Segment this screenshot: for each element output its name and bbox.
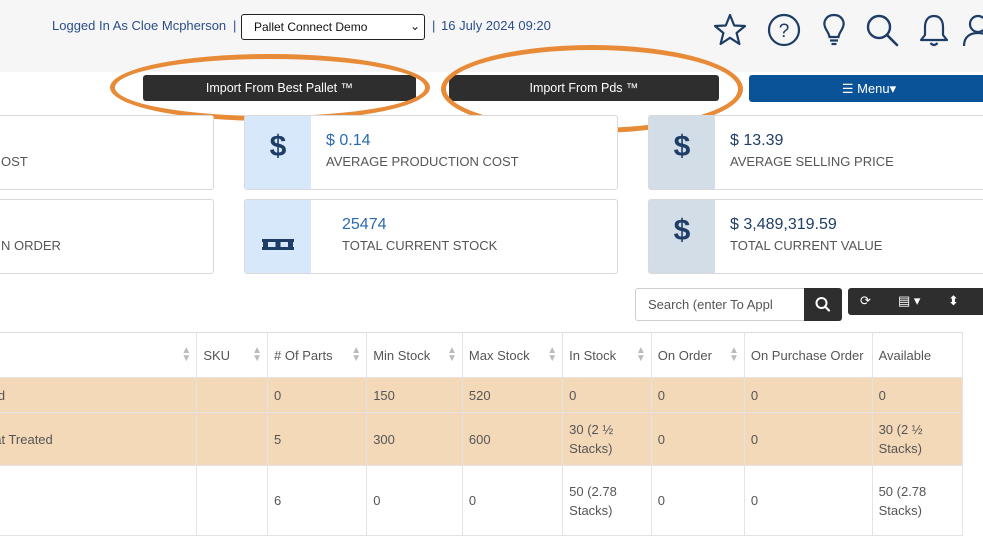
- datetime: 16 July 2024 09:20: [441, 18, 551, 33]
- table-cell: 30 (2 ½ Stacks): [562, 412, 652, 466]
- bell-icon[interactable]: [916, 12, 952, 48]
- stat-label: AVERAGE PRODUCTION COST: [326, 154, 519, 169]
- stat-value: $ 0.14: [326, 132, 371, 149]
- lightbulb-icon[interactable]: [816, 12, 852, 48]
- table-row[interactable]: eat Treated 5 300 600 30 (2 ½ Stacks) 0 …: [0, 412, 964, 466]
- user-icon[interactable]: [960, 12, 983, 48]
- table-cell: 0: [743, 377, 873, 413]
- table-cell: 520: [461, 377, 564, 413]
- table-cell: 300: [366, 412, 463, 466]
- table-cell: 0: [650, 377, 745, 413]
- column-header[interactable]: ▲ ▼: [0, 332, 198, 378]
- column-header-max-stock[interactable]: Max Stock ▲ ▼: [461, 332, 564, 378]
- dollar-icon: $: [649, 116, 715, 189]
- table-cell: [196, 377, 269, 413]
- separator: |: [432, 18, 436, 33]
- stock-table: ▲ ▼ SKU ▲ ▼ # Of Parts ▲ ▼ Min Stock ▲ ▼ Max St…: [0, 332, 964, 536]
- column-header-parts[interactable]: # Of Parts ▲ ▼: [267, 332, 368, 378]
- sort-icon: ▲ ▼: [447, 345, 457, 364]
- table-cell: [0, 465, 198, 536]
- chevron-down-icon: ⌄: [409, 19, 420, 33]
- stat-value: $ 13.39: [730, 132, 784, 149]
- table-cell: 0: [461, 465, 564, 536]
- stat-card: N ORDER: [0, 199, 214, 274]
- sort-icon[interactable]: ⬍: [948, 293, 959, 308]
- table-row[interactable]: 6 0 0 50 (2.78 Stacks) 0 0 50 (2.78 Stac…: [0, 465, 964, 536]
- stat-card-total-current-stock: 25474 TOTAL CURRENT STOCK: [244, 199, 618, 274]
- stat-label: AVERAGE SELLING PRICE: [730, 154, 894, 169]
- table-cell: [196, 465, 269, 536]
- table-cell: 0: [267, 377, 368, 413]
- company-select[interactable]: Pallet Connect Demo ⌄: [241, 14, 425, 40]
- sort-icon: ▲ ▼: [181, 345, 192, 364]
- table-cell: 0: [743, 412, 873, 466]
- logged-in-text: Logged In As Cloe Mcpherson: [52, 18, 227, 33]
- stat-label: N ORDER: [1, 238, 61, 253]
- table-cell: 0: [562, 377, 652, 413]
- column-header-on-purchase-order[interactable]: On Purchase Order: [743, 332, 873, 378]
- search-input[interactable]: Search (enter To Appl: [635, 288, 805, 321]
- sort-icon: ▲ ▼: [547, 345, 558, 364]
- table-cell: 0: [650, 412, 745, 466]
- svg-text:?: ?: [779, 21, 790, 42]
- dollar-icon: $: [245, 116, 311, 189]
- stat-label: OST: [1, 154, 28, 169]
- stat-value: 25474: [342, 216, 387, 233]
- table-cell: 0: [650, 465, 745, 536]
- table-toolbar: ⟳ ▤ ▾ ⬍: [848, 288, 983, 315]
- sort-icon: ▲ ▼: [351, 345, 362, 364]
- table-cell: 150: [366, 377, 463, 413]
- menu-button[interactable]: ☰ Menu▾: [749, 75, 983, 102]
- company-select-value: Pallet Connect Demo: [254, 20, 368, 34]
- column-header-sku[interactable]: SKU ▲ ▼: [196, 332, 269, 378]
- table-cell: 5: [267, 412, 368, 466]
- stat-card: OST: [0, 115, 214, 190]
- stat-label: TOTAL CURRENT VALUE: [730, 238, 883, 253]
- stat-label: TOTAL CURRENT STOCK: [342, 238, 498, 253]
- table-cell: 0: [743, 465, 873, 536]
- table-cell: 30 (2 ½ Stacks): [871, 412, 964, 466]
- refresh-icon[interactable]: ⟳: [860, 293, 871, 308]
- search-icon[interactable]: [864, 12, 900, 48]
- help-icon[interactable]: ?: [766, 12, 802, 48]
- table-cell: ted: [0, 377, 198, 413]
- pallet-icon: [245, 200, 311, 273]
- table-cell: [196, 412, 269, 466]
- table-header-row: ▲ ▼ SKU ▲ ▼ # Of Parts ▲ ▼ Min Stock ▲ ▼ Max St…: [0, 332, 964, 378]
- column-header-min-stock[interactable]: Min Stock ▲ ▼: [366, 332, 463, 378]
- column-header-on-order[interactable]: On Order ▲ ▼: [650, 332, 745, 378]
- table-row[interactable]: ted 0 150 520 0 0 0 0: [0, 377, 964, 413]
- stat-card-avg-selling-price: $ $ 13.39 AVERAGE SELLING PRICE: [648, 115, 983, 190]
- columns-icon[interactable]: ▤ ▾: [898, 293, 921, 308]
- table-cell: 50 (2.78 Stacks): [871, 465, 964, 536]
- search-icon: [815, 297, 831, 312]
- column-header-available[interactable]: Available: [871, 332, 964, 378]
- annotation-oval: [110, 54, 430, 121]
- stat-card-avg-production-cost: $ $ 0.14 AVERAGE PRODUCTION COST: [244, 115, 618, 190]
- table-cell: eat Treated: [0, 412, 198, 466]
- table-cell: 50 (2.78 Stacks): [562, 465, 652, 536]
- sort-icon: ▲ ▼: [635, 345, 646, 364]
- sort-icon: ▲ ▼: [728, 345, 739, 364]
- stat-card-total-current-value: $ $ 3,489,319.59 TOTAL CURRENT VALUE: [648, 199, 983, 274]
- table-cell: 0: [366, 465, 463, 536]
- search-button[interactable]: [804, 288, 842, 321]
- dollar-icon: $: [649, 200, 715, 273]
- separator: |: [233, 18, 237, 33]
- table-cell: 6: [267, 465, 368, 536]
- star-icon[interactable]: [712, 12, 748, 48]
- column-header-in-stock[interactable]: In Stock ▲ ▼: [562, 332, 652, 378]
- stat-value: $ 3,489,319.59: [730, 216, 837, 233]
- table-cell: 0: [871, 377, 964, 413]
- table-cell: 600: [461, 412, 564, 466]
- sort-icon: ▲ ▼: [252, 345, 263, 364]
